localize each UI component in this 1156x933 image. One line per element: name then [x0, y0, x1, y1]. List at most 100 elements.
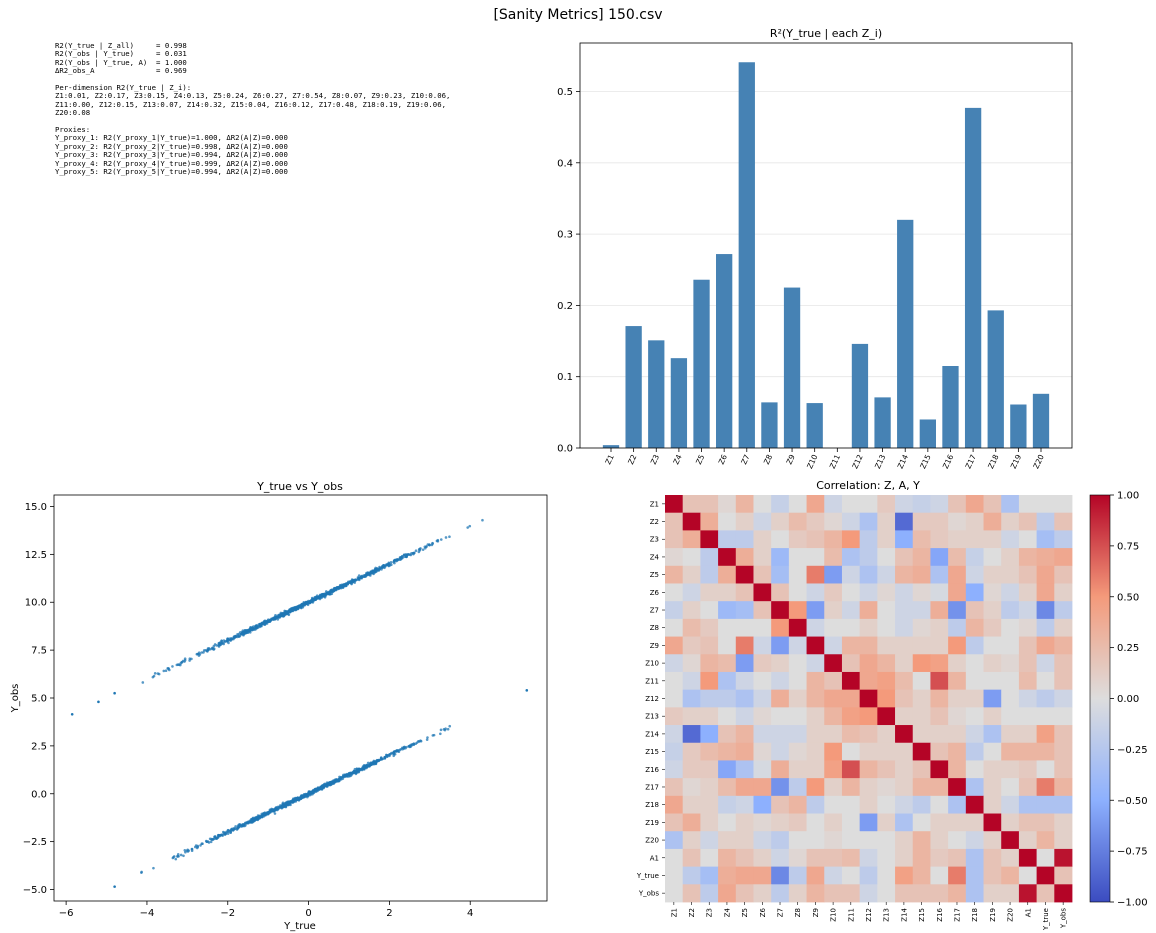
heatmap-cell [718, 689, 737, 708]
stats-text-block: R2(Y_true | Z_all) = 0.998 R2(Y_obs | Y_… [55, 41, 451, 177]
scatter-point [340, 583, 344, 587]
scatter-point [231, 829, 235, 832]
heatmap-cell [1001, 671, 1020, 691]
heatmap-cell [1036, 795, 1055, 814]
heatmap-cell [1054, 866, 1073, 885]
heatmap-cell [841, 689, 861, 708]
heatmap-cell [806, 848, 825, 868]
heatmap-cell [1001, 831, 1020, 850]
scatter-point [297, 798, 301, 802]
scatter-point [432, 733, 436, 737]
heatmap-cell [1001, 778, 1020, 797]
heatmap-cell [965, 848, 984, 868]
heatmap-title: Correlation: Z, A, Y [816, 479, 920, 492]
heatmap-cell [788, 831, 807, 850]
heatmap-cell [700, 530, 719, 549]
heatmap-cell [700, 548, 719, 567]
heatmap-cell [700, 636, 719, 655]
scatter-point [414, 742, 418, 746]
heatmap-cell [753, 725, 772, 744]
scatter-point [357, 574, 361, 577]
heatmap-cell [718, 848, 737, 868]
heatmap-cell [912, 671, 931, 691]
heatmap-row-label: Z1 [650, 500, 659, 508]
heatmap-cell [824, 583, 843, 602]
scatter-point [385, 563, 389, 566]
heatmap-cell [841, 813, 861, 832]
heatmap-cell [965, 831, 984, 850]
scatter-point [267, 619, 270, 622]
scatter-point [311, 598, 315, 601]
heatmap-cell [1036, 636, 1055, 655]
scatter-point [311, 790, 315, 794]
scatter-point [444, 727, 447, 730]
heatmap-cell [983, 884, 1002, 903]
heatmap-cell [771, 689, 790, 708]
heatmap-cell [983, 618, 1002, 637]
heatmap-cell [983, 654, 1002, 673]
bar-z8 [761, 402, 778, 448]
scatter-point [184, 850, 187, 854]
heatmap-cell [735, 884, 754, 903]
heatmap-cell [965, 689, 984, 708]
heatmap-cell [753, 778, 772, 797]
heatmap-cell [895, 654, 914, 673]
bar-z17 [964, 107, 982, 449]
heatmap-cell [877, 512, 896, 531]
heatmap-cell [912, 601, 931, 620]
heatmap-cell [824, 795, 843, 814]
heatmap-cell [806, 495, 825, 514]
heatmap-cell [665, 707, 684, 726]
scatter-ytick-label: 15.0 [25, 502, 47, 513]
heatmap-cell [912, 565, 931, 584]
scatter-point [384, 753, 388, 757]
scatter-point [325, 784, 329, 788]
scatter-point [221, 833, 224, 837]
heatmap-cell [824, 707, 843, 726]
heatmap-cell [877, 548, 896, 567]
heatmap-cell [718, 601, 737, 620]
heatmap-cell [1001, 884, 1020, 903]
bar-xtick-label: Z3 [649, 453, 661, 466]
heatmap-col-label: Z9 [812, 908, 820, 917]
heatmap-cell [665, 813, 684, 832]
heatmap-cell [788, 512, 807, 531]
scatter-point [244, 631, 247, 635]
heatmap-cell [824, 671, 843, 691]
heatmap-cell [877, 866, 896, 885]
scatter-point [153, 672, 157, 675]
scatter-points [70, 518, 529, 888]
bar-z20 [1032, 393, 1050, 448]
bar-z6 [716, 254, 733, 448]
heatmap-row-label: Z9 [650, 642, 659, 650]
heatmap-row-label: Z11 [645, 677, 659, 685]
scatter-point [223, 831, 227, 835]
heatmap-cell [877, 813, 896, 832]
heatmap-cell [1054, 583, 1073, 602]
heatmap-cell [682, 760, 701, 779]
scatter-point [436, 538, 440, 542]
heatmap-cell [788, 760, 807, 779]
heatmap-cell [806, 831, 825, 850]
scatter-point [235, 828, 239, 831]
heatmap-cell [1054, 725, 1073, 744]
heatmap-cell [1054, 636, 1073, 655]
scatter-point [305, 600, 308, 604]
heatmap-cell [1054, 618, 1073, 637]
scatter-point [210, 838, 213, 841]
heatmap-cells [665, 495, 1073, 903]
heatmap-cell [965, 512, 984, 531]
scatter-point [214, 835, 217, 838]
heatmap-col-label: Z13 [883, 908, 891, 922]
heatmap-cell [948, 778, 967, 797]
heatmap-cell [912, 725, 931, 744]
heatmap-cell [1001, 618, 1020, 637]
scatter-xtick-label: 0 [305, 908, 311, 919]
bar-z2 [625, 326, 642, 448]
heatmap-cell [806, 813, 825, 832]
heatmap-cell [824, 530, 843, 549]
heatmap-cell [877, 654, 896, 673]
scatter-point [295, 796, 299, 800]
scatter-point [320, 596, 324, 599]
heatmap-cell [841, 742, 861, 761]
